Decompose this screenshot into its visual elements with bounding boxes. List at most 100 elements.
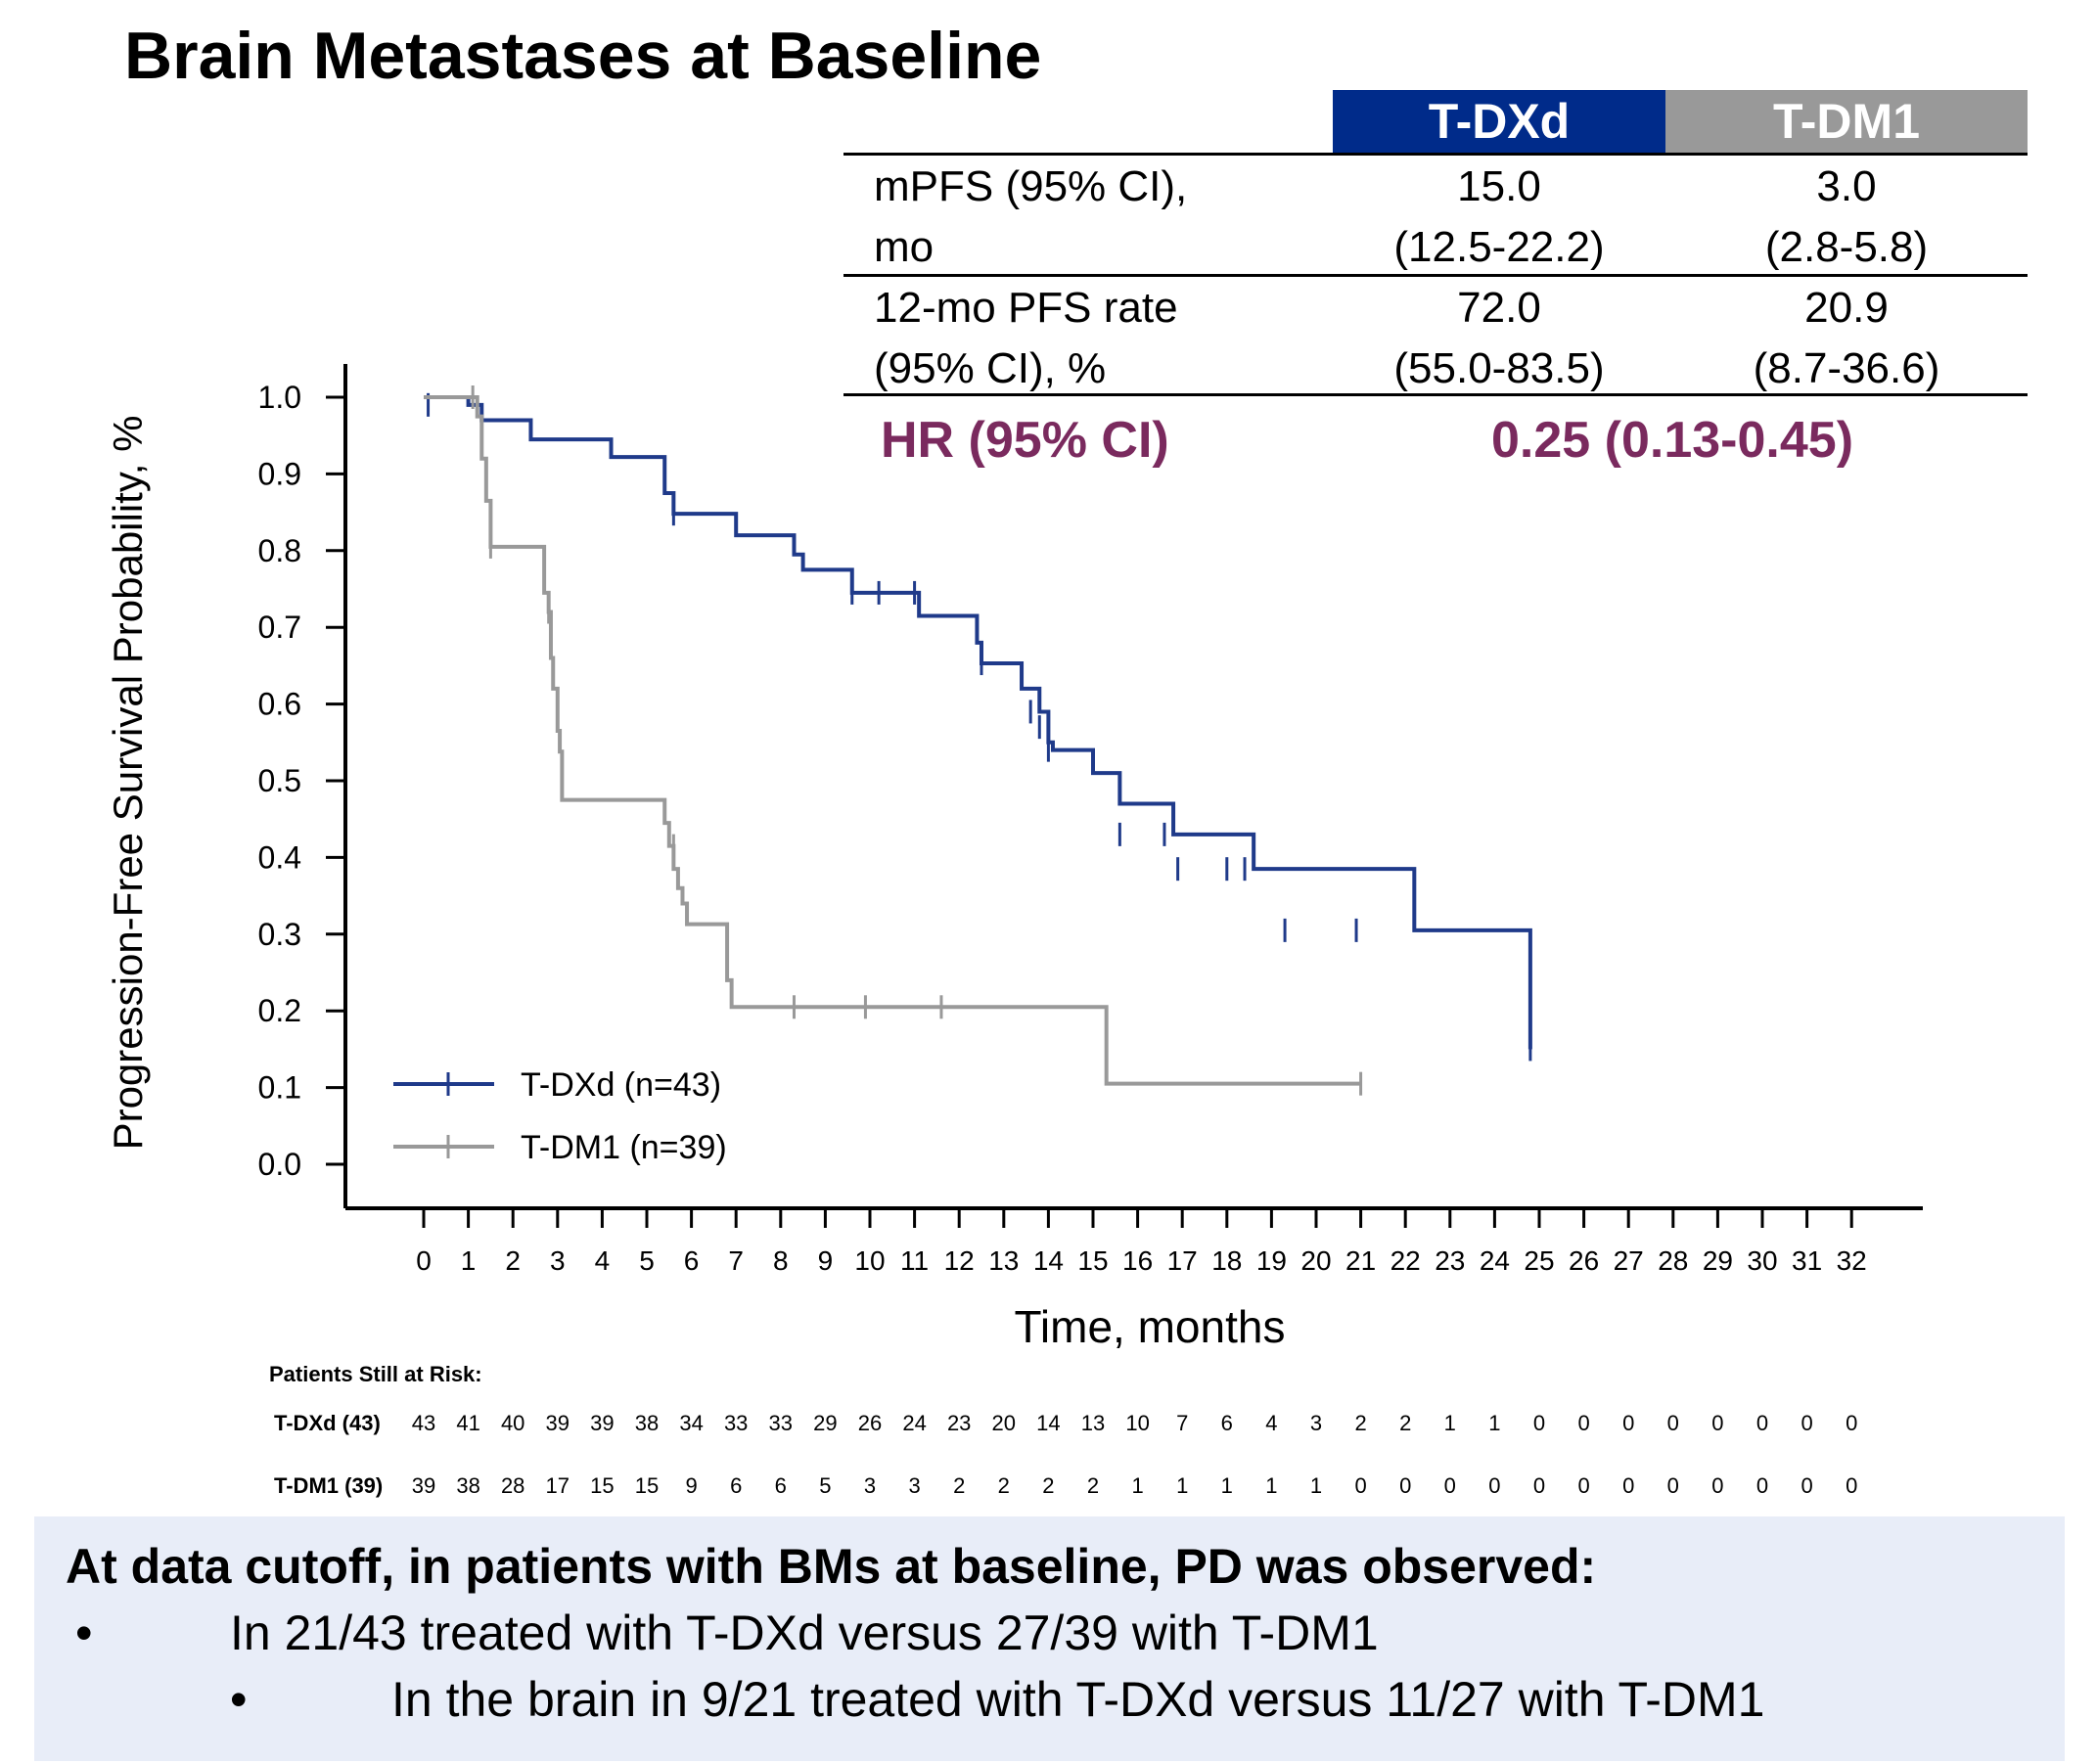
row1-tdxd-ci: (12.5-22.2)	[1393, 223, 1605, 271]
at-risk-value: 33	[723, 1411, 749, 1435]
at-risk-title: Patients Still at Risk:	[269, 1362, 482, 1386]
at-risk-value: 28	[500, 1473, 525, 1498]
at-risk-value: 10	[1125, 1411, 1150, 1435]
x-tick-label: 7	[728, 1245, 744, 1276]
at-risk-value: 15	[634, 1473, 660, 1498]
table-rule-top	[843, 153, 2028, 156]
at-risk-value: 0	[1577, 1411, 1590, 1435]
y-tick-label: 0.3	[258, 917, 301, 952]
km-chart: 0.00.10.20.30.40.50.60.70.80.91.00 1 2 3 4 5 6…	[105, 364, 1923, 1352]
bullet-1-text: In 21/43 treated with T-DXd versus 27/39…	[230, 1606, 1379, 1660]
y-tick-label: 0.6	[258, 687, 301, 722]
at-risk-value: 13	[1080, 1411, 1106, 1435]
at-risk-value: 1	[1220, 1473, 1233, 1498]
x-tick-label: 32	[1837, 1245, 1867, 1276]
x-tick-label: 25	[1524, 1245, 1554, 1276]
x-tick-label: 29	[1703, 1245, 1733, 1276]
y-tick-label: 0.5	[258, 763, 301, 798]
at-risk-value: 2	[1399, 1411, 1412, 1435]
at-risk-value: 39	[545, 1411, 570, 1435]
at-risk-value: 14	[1036, 1411, 1061, 1435]
legend-label: T-DXd (n=43)	[521, 1066, 721, 1104]
y-tick-label: 1.0	[258, 380, 301, 415]
table-header-tdm1: T-DM1	[1665, 90, 2028, 153]
at-risk-value: 0	[1622, 1411, 1635, 1435]
x-tick-label: 8	[773, 1245, 789, 1276]
km-curve-series-0	[424, 395, 1532, 1050]
at-risk-value: 0	[1711, 1411, 1724, 1435]
x-tick-label: 19	[1256, 1245, 1287, 1276]
y-tick-label: 0.1	[258, 1070, 301, 1106]
at-risk-value: 1	[1488, 1411, 1501, 1435]
at-risk-value: 0	[1577, 1473, 1590, 1498]
at-risk-value: 34	[679, 1411, 704, 1435]
x-tick-label: 15	[1077, 1245, 1108, 1276]
x-tick-label: 16	[1122, 1245, 1153, 1276]
x-tick-label: 9	[818, 1245, 834, 1276]
at-risk-value: 2	[1086, 1473, 1100, 1498]
row2-label-line1: 12-mo PFS rate	[874, 284, 1178, 332]
at-risk-value: 9	[685, 1473, 698, 1498]
at-risk-value: 39	[590, 1411, 615, 1435]
x-tick-label: 21	[1345, 1245, 1376, 1276]
at-risk-value: 7	[1176, 1411, 1189, 1435]
x-tick-label: 14	[1033, 1245, 1064, 1276]
at-risk-value: 2	[1042, 1473, 1055, 1498]
at-risk-value: 0	[1532, 1411, 1546, 1435]
at-risk-value: 1	[1265, 1473, 1278, 1498]
y-tick-label: 0.9	[258, 456, 301, 491]
row2-tdm1-value: 20.9	[1804, 284, 1889, 332]
row2-tdxd-ci: (55.0-83.5)	[1393, 344, 1605, 392]
y-tick-label: 0.4	[258, 839, 301, 875]
at-risk-value: 6	[1220, 1411, 1233, 1435]
at-risk-value: 24	[902, 1411, 927, 1435]
chart-curves	[424, 385, 1532, 1096]
x-tick-label: 17	[1167, 1245, 1198, 1276]
at-risk-value: 0	[1801, 1473, 1813, 1498]
chart-axes: 0.00.10.20.30.40.50.60.70.80.91.00 1 2 3 4 5 6…	[258, 364, 1923, 1276]
row2-tdm1-ci: (8.7-36.6)	[1753, 344, 1940, 392]
at-risk-value: 4	[1265, 1411, 1278, 1435]
x-tick-label: 28	[1658, 1245, 1688, 1276]
y-axis-label: Progression-Free Survival Probability, %	[105, 416, 151, 1151]
table-rule-middle	[843, 274, 2028, 277]
at-risk-value: 0	[1846, 1473, 1858, 1498]
at-risk-value: 0	[1755, 1473, 1769, 1498]
x-tick-label: 12	[944, 1245, 975, 1276]
at-risk-value: 2	[953, 1473, 966, 1498]
at-risk-value: 1	[1131, 1473, 1144, 1498]
at-risk-value: 1	[1309, 1473, 1323, 1498]
x-tick-label: 23	[1435, 1245, 1465, 1276]
x-tick-label: 27	[1614, 1245, 1644, 1276]
y-tick-label: 0.7	[258, 610, 301, 645]
at-risk-value: 0	[1801, 1411, 1813, 1435]
at-risk-value: 0	[1443, 1473, 1456, 1498]
row2-label-line2: (95% CI), %	[874, 344, 1107, 392]
row1-tdm1-ci: (2.8-5.8)	[1764, 223, 1929, 271]
y-tick-label: 0.0	[258, 1147, 301, 1182]
x-axis-label: Time, months	[1015, 1301, 1286, 1352]
page-title: Brain Metastases at Baseline	[124, 19, 1042, 93]
at-risk-value: 15	[590, 1473, 615, 1498]
bullet-2-text: In the brain in 9/21 treated with T-DXd …	[391, 1672, 1765, 1727]
at-risk-value: 26	[857, 1411, 883, 1435]
at-risk-value: 0	[1666, 1411, 1679, 1435]
hazard-ratio-label: HR (95% CI)	[881, 412, 1169, 469]
x-tick-label: 3	[550, 1245, 566, 1276]
x-tick-label: 1	[461, 1245, 477, 1276]
at-risk-value: 0	[1354, 1473, 1367, 1498]
at-risk-value: 6	[730, 1473, 743, 1498]
x-tick-label: 6	[684, 1245, 700, 1276]
at-risk-value: 38	[634, 1411, 660, 1435]
at-risk-value: 0	[1532, 1473, 1546, 1498]
at-risk-value: 0	[1846, 1411, 1858, 1435]
at-risk-row-label: T-DM1 (39)	[274, 1473, 384, 1498]
at-risk-value: 6	[774, 1473, 787, 1498]
x-tick-label: 0	[416, 1245, 432, 1276]
bullet-2-marker: •	[230, 1672, 248, 1727]
x-tick-label: 11	[900, 1245, 929, 1276]
at-risk-value: 0	[1711, 1473, 1724, 1498]
chart-legend: T-DXd (n=43) T-DM1 (n=39)	[393, 1066, 727, 1166]
at-risk-value: 0	[1666, 1473, 1679, 1498]
summary-heading: At data cutoff, in patients with BMs at …	[66, 1539, 1597, 1594]
